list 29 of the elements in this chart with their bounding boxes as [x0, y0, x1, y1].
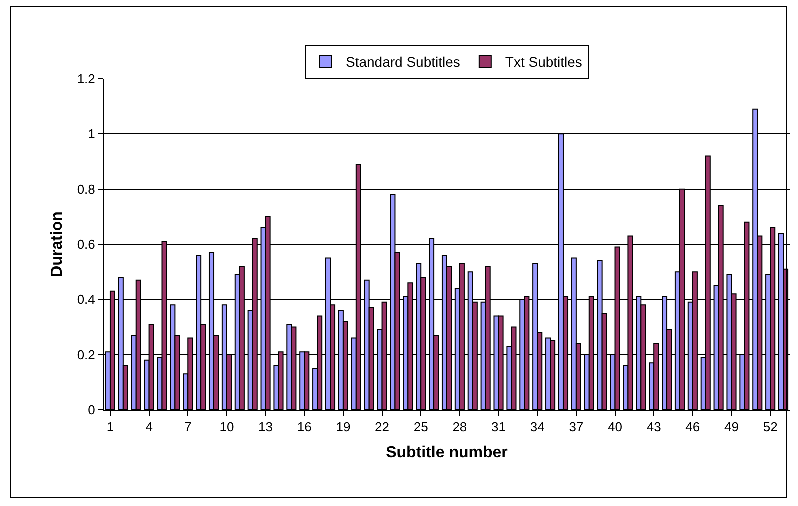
- y-tick-label: 0.6: [77, 237, 96, 252]
- y-tick-label: 0.4: [77, 292, 96, 308]
- x-tick-label: 4: [146, 420, 153, 435]
- y-tick-label: 0: [88, 402, 96, 418]
- y-tick-label: 1: [88, 126, 96, 142]
- x-tick-label: 31: [492, 420, 506, 435]
- x-tick-label: 34: [530, 420, 545, 435]
- legend-label: Standard Subtitles: [346, 54, 460, 70]
- y-tick-label: 0.2: [77, 347, 96, 362]
- x-tick-label: 49: [724, 420, 739, 435]
- x-tick-label: 37: [569, 420, 584, 435]
- x-tick-label: 13: [258, 420, 274, 435]
- x-tick-label: 16: [297, 420, 312, 435]
- x-tick-label: 19: [336, 420, 351, 435]
- x-tick-label: 22: [375, 420, 390, 435]
- x-axis-title: Subtitle number: [386, 444, 508, 462]
- x-tick-label: 52: [763, 420, 778, 435]
- x-tick-label: 1: [106, 420, 114, 435]
- y-tick-label: 0.8: [77, 182, 96, 197]
- legend-label: Txt Subtitles: [505, 54, 582, 70]
- x-tick-label: 7: [184, 420, 192, 435]
- x-tick-label: 10: [220, 420, 234, 435]
- x-tick-label: 28: [452, 420, 468, 435]
- y-tick-label: 1.2: [77, 72, 96, 87]
- x-tick-label: 40: [608, 420, 622, 435]
- x-tick-label: 46: [686, 420, 700, 435]
- x-tick-label: 43: [646, 420, 662, 435]
- y-axis-title: Duration: [49, 212, 66, 278]
- x-tick-label: 25: [414, 420, 428, 435]
